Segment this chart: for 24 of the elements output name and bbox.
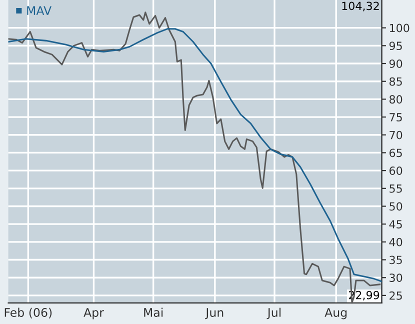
y-tick-label: 45 [389, 220, 402, 228]
y-tick-label: 85 [390, 77, 402, 86]
y-tick-label: 100 [390, 24, 410, 32]
y-tick-label: 75 [390, 113, 402, 122]
y-tick-label: 90 [389, 59, 402, 68]
x-tick-label: Mai [144, 308, 163, 317]
y-tick-label: 40 [389, 238, 402, 246]
y-tick-label: 50 [390, 202, 402, 211]
x-tick-label: Feb (06) [4, 308, 52, 318]
y-tick-label: 35 [390, 256, 402, 264]
y-tick-label: 60 [390, 166, 402, 175]
y-tick-label: 80 [390, 95, 402, 104]
x-tick-label: Jun [205, 308, 224, 320]
x-tick-label: Apr [84, 308, 104, 320]
y-tick-label: 65 [390, 148, 402, 158]
y-tick-label: 95 [389, 42, 402, 50]
y-tick-label: 25 [390, 291, 402, 300]
y-tick-label: 30 [390, 274, 402, 282]
x-tick-label: Jul [266, 308, 281, 320]
x-tick-label: Aug [324, 308, 347, 320]
annotation: 104,32 [342, 2, 379, 12]
y-tick-label: 55 [390, 184, 402, 193]
legend-label: MAV [27, 6, 52, 15]
y-tick-label: 70 [390, 130, 402, 140]
